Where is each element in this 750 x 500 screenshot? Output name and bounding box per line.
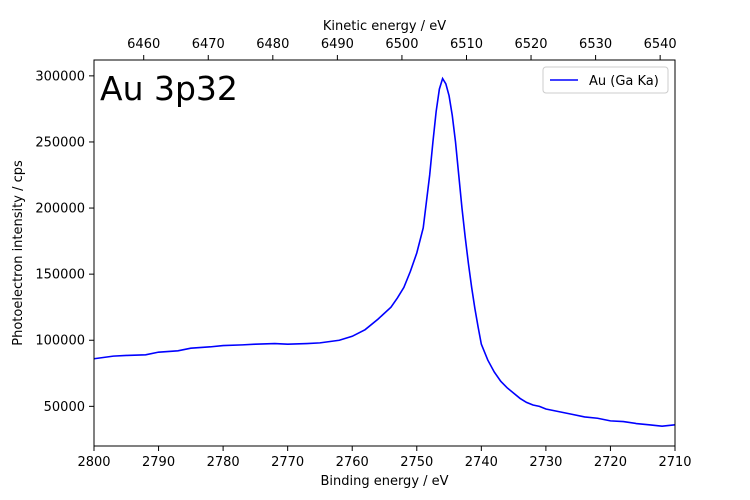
x-tick-label: 2710 xyxy=(658,455,691,470)
peak-annotation: Au 3p32 xyxy=(100,69,238,108)
x-tick-label: 2780 xyxy=(207,455,240,470)
x-tick-label: 2730 xyxy=(529,455,562,470)
x-tick-label: 2760 xyxy=(336,455,369,470)
plot-frame xyxy=(93,59,676,447)
top-tick-label: 6540 xyxy=(644,37,677,52)
y-tick-label: 150000 xyxy=(35,268,85,283)
legend-box xyxy=(542,66,669,94)
y-axis-label: Photoelectron intensity / cps xyxy=(11,160,26,346)
top-tick-label: 6480 xyxy=(256,37,289,52)
legend-label: Au (Ga Ka) xyxy=(589,74,659,89)
y-tick-label: 50000 xyxy=(44,400,85,415)
bottom-axis-ticks: 2800 2790 2780 2770 2760 2750 2740 2730 2720 2710 xyxy=(77,446,692,470)
top-tick-label: 6520 xyxy=(514,37,547,52)
x-tick-label: 2750 xyxy=(400,455,433,470)
y-tick-label: 250000 xyxy=(35,135,85,150)
top-tick-label: 6490 xyxy=(321,37,354,52)
top-tick-label: 6500 xyxy=(385,37,418,52)
left-axis-ticks: 50000 100000 150000 200000 250000 300000 xyxy=(35,69,94,415)
x-tick-label: 2770 xyxy=(271,455,304,470)
x-tick-label: 2790 xyxy=(142,455,175,470)
top-x-axis-label: Kinetic energy / eV xyxy=(323,19,446,34)
top-tick-label: 6530 xyxy=(579,37,612,52)
legend: Au (Ga Ka) xyxy=(542,66,669,94)
top-tick-label: 6470 xyxy=(192,37,225,52)
y-tick-label: 100000 xyxy=(35,334,85,349)
top-tick-label: 6510 xyxy=(450,37,483,52)
y-tick-label: 300000 xyxy=(35,69,85,84)
plot-background xyxy=(94,60,675,446)
x-tick-label: 2740 xyxy=(465,455,498,470)
y-tick-label: 200000 xyxy=(35,202,85,217)
top-tick-label: 6460 xyxy=(127,37,160,52)
x-axis-label: Binding energy / eV xyxy=(320,474,448,489)
x-tick-label: 2800 xyxy=(77,455,110,470)
top-axis-ticks: 6460 6470 6480 6490 6500 6510 6520 6530 6540 xyxy=(127,37,677,60)
series-line-au-ga-ka xyxy=(93,76,676,427)
x-tick-label: 2720 xyxy=(594,455,627,470)
